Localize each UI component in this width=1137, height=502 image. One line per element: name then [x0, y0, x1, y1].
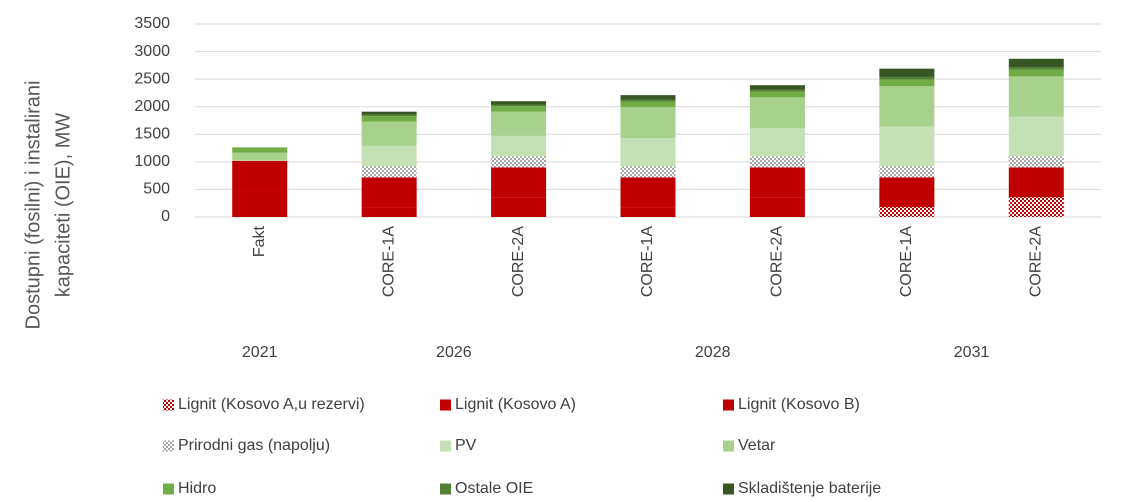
bar-segment — [879, 166, 935, 178]
y-tick-label: 2000 — [134, 98, 170, 115]
bar-segment — [361, 116, 417, 122]
x-tick-label: CORE-2A — [769, 226, 786, 297]
legend-swatch — [723, 399, 734, 411]
y-axis-title: Dostupni (fosilni) i instalirani — [22, 81, 44, 330]
bar-segment — [749, 85, 805, 90]
x-tick-label: CORE-1A — [898, 226, 915, 297]
y-tick-label: 2500 — [134, 70, 170, 87]
legend-swatch — [163, 440, 174, 452]
bar-segment — [491, 101, 547, 105]
bar-segment — [749, 167, 805, 198]
bar-segment — [361, 177, 417, 208]
y-tick-label: 3000 — [134, 43, 170, 60]
legend-label: Lignit (Kosovo A) — [455, 396, 576, 413]
bar-segment — [1008, 76, 1064, 117]
bar-segment — [232, 147, 288, 153]
bar-segment — [491, 135, 547, 157]
legend-swatch — [723, 440, 734, 452]
bar-segment — [879, 76, 935, 80]
bar-segment — [749, 91, 805, 98]
legend-swatch — [440, 483, 451, 495]
bar-segment — [1008, 167, 1064, 198]
bar-segment — [620, 138, 676, 167]
bar-segment — [1008, 69, 1064, 77]
bar-segment — [620, 101, 676, 108]
legend-swatch — [163, 483, 174, 495]
bar-segment — [361, 145, 417, 167]
bar-segment — [1008, 197, 1064, 217]
y-tick-label: 500 — [143, 181, 170, 198]
bar-segment — [879, 207, 935, 217]
bar-segment — [232, 160, 288, 191]
group-label: 2031 — [954, 344, 990, 361]
bar-segment — [1008, 156, 1064, 168]
bar-segment — [749, 156, 805, 168]
bar-segment — [620, 207, 676, 217]
bar-segment — [491, 111, 547, 136]
y-tick-label: 3500 — [134, 15, 170, 32]
bar-segment — [361, 121, 417, 146]
group-label: 2026 — [436, 344, 472, 361]
bar-segment — [361, 114, 417, 117]
legend-label: Lignit (Kosovo B) — [738, 396, 860, 413]
bar-segment — [491, 167, 547, 198]
bar-segment — [879, 86, 935, 127]
bar-segment — [491, 106, 547, 112]
x-tick-label: CORE-2A — [1028, 226, 1045, 297]
bar-segment — [879, 126, 935, 167]
legend-label: Hidro — [178, 480, 216, 497]
bar-segment — [361, 111, 417, 115]
y-tick-label: 1000 — [134, 153, 170, 170]
legend-label: Ostale OIE — [455, 480, 533, 497]
bar-segment — [620, 99, 676, 102]
bar-segment — [232, 152, 288, 161]
bar-segment — [749, 128, 805, 157]
y-tick-label: 0 — [161, 208, 170, 225]
bar-segment — [879, 177, 935, 208]
y-tick-label: 1500 — [134, 126, 170, 143]
bar-segment — [361, 166, 417, 178]
bar-segment — [620, 95, 676, 100]
bar-segment — [620, 107, 676, 139]
bar-segment — [620, 177, 676, 208]
legend-label: Vetar — [738, 437, 776, 454]
bar-segment — [749, 197, 805, 217]
bar-segment — [232, 160, 288, 161]
bar-segment — [1008, 58, 1064, 68]
x-tick-label: CORE-1A — [639, 226, 656, 297]
bar-segment — [232, 190, 288, 217]
legend-swatch — [440, 399, 451, 411]
bar-segment — [1008, 67, 1064, 70]
bar-segment — [749, 89, 805, 92]
bar-segment — [620, 166, 676, 178]
bar-segment — [491, 104, 547, 107]
group-label: 2021 — [242, 344, 278, 361]
legend-label: Lignit (Kosovo A,u rezervi) — [178, 396, 365, 413]
legend-label: Skladištenje baterije — [738, 480, 881, 497]
bar-segment — [879, 68, 935, 77]
y-axis-title: kapaciteti (OIE), MW — [52, 113, 74, 298]
legend-swatch — [723, 483, 734, 495]
x-tick-label: CORE-2A — [510, 226, 527, 297]
bar-segment — [1008, 116, 1064, 157]
bar-segment — [749, 97, 805, 129]
bar-segment — [361, 207, 417, 217]
legend-label: PV — [455, 437, 477, 454]
x-tick-label: CORE-1A — [380, 226, 397, 297]
legend-label: Prirodni gas (napolju) — [178, 437, 330, 454]
legend-swatch — [440, 440, 451, 452]
bar-segment — [879, 79, 935, 87]
bar-segment — [491, 197, 547, 217]
group-label: 2028 — [695, 344, 731, 361]
legend-swatch — [163, 399, 174, 411]
bar-segment — [491, 156, 547, 168]
x-tick-label: Fakt — [251, 225, 268, 257]
